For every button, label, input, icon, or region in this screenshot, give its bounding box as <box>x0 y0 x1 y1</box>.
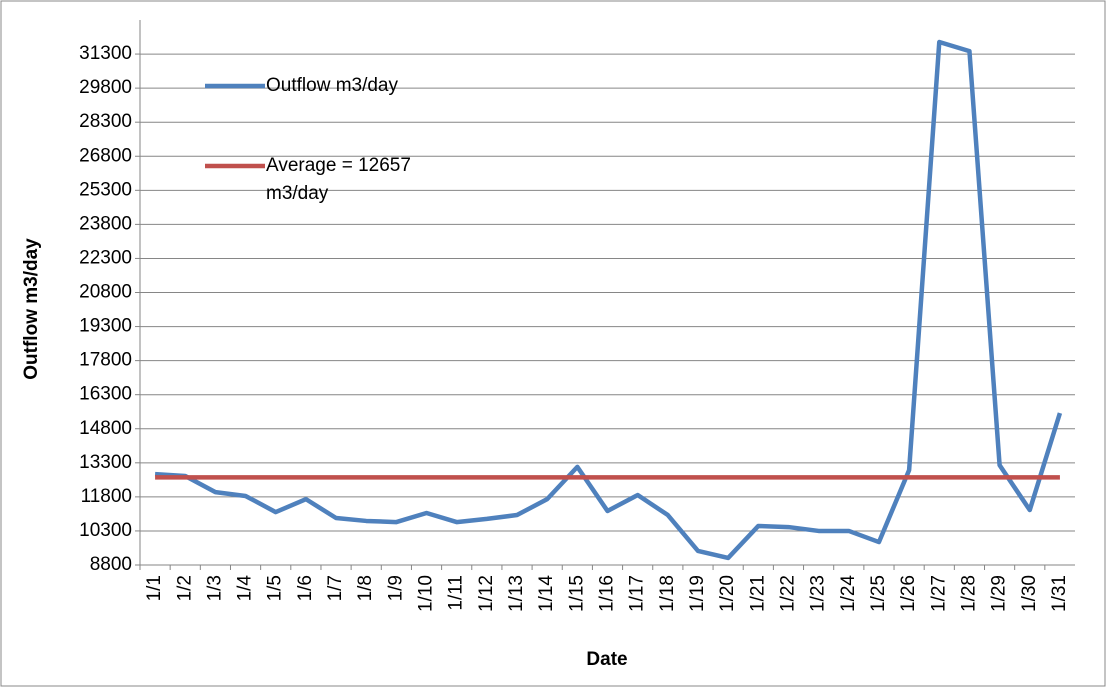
legend-label: Average = 12657 m3/day <box>266 155 411 204</box>
y-tick-label: 19300 <box>79 316 132 337</box>
x-tick-label: 1/19 <box>687 575 708 612</box>
y-tick-label: 20800 <box>79 282 132 303</box>
x-tick-label: 1/5 <box>265 575 286 601</box>
y-tick-label: 22300 <box>79 247 132 268</box>
series-line <box>154 39 1063 561</box>
x-tick-label: 1/10 <box>416 575 437 612</box>
x-tick-label: 1/29 <box>989 575 1010 612</box>
x-tick-label: 1/24 <box>838 575 859 612</box>
x-tick-label: 1/4 <box>235 575 256 602</box>
x-tick-label: 1/26 <box>898 575 919 612</box>
y-tick-label: 10300 <box>79 520 132 541</box>
y-tick-label: 25300 <box>79 179 132 200</box>
y-tick-label: 11800 <box>81 486 132 507</box>
x-tick-label: 1/2 <box>174 575 195 601</box>
y-tick-label: 17800 <box>79 350 132 371</box>
y-tick-label: 29800 <box>79 77 132 98</box>
y-tick-label: 8800 <box>90 554 132 575</box>
x-tick-label: 1/30 <box>1019 575 1040 612</box>
x-tick-label: 1/6 <box>295 575 316 601</box>
x-tick-label: 1/7 <box>325 575 346 601</box>
x-tick-label: 1/16 <box>597 575 618 612</box>
x-tick-label: 1/22 <box>777 575 798 612</box>
x-tick-label: 1/15 <box>566 575 587 612</box>
y-tick-label: 14800 <box>79 418 132 439</box>
y-axis-title: Outflow m3/day <box>21 238 42 380</box>
x-tick-label: 1/20 <box>717 575 738 612</box>
x-tick-label: 1/17 <box>627 575 648 612</box>
x-tick-label: 1/31 <box>1049 575 1070 612</box>
y-tick-label: 26800 <box>79 145 132 166</box>
x-tick-label: 1/9 <box>385 575 406 601</box>
y-tick-label: 16300 <box>79 384 132 405</box>
x-tick-label: 1/8 <box>355 575 376 601</box>
x-tick-label: 1/11 <box>446 575 467 611</box>
x-tick-label: 1/28 <box>958 575 979 612</box>
x-tick-label: 1/27 <box>928 575 949 612</box>
x-tick-label: 1/1 <box>144 575 165 601</box>
y-tick-label: 28300 <box>79 111 132 132</box>
legend-label: Outflow m3/day <box>266 75 398 96</box>
x-tick-label: 1/13 <box>506 575 527 612</box>
x-tick-label: 1/14 <box>536 575 557 612</box>
x-tick-label: 1/3 <box>204 575 225 601</box>
x-axis-title: Date <box>586 649 627 670</box>
y-tick-label: 23800 <box>79 213 132 234</box>
x-tick-label: 1/25 <box>868 575 889 612</box>
x-tick-label: 1/21 <box>747 575 768 612</box>
x-tick-label: 1/18 <box>657 575 678 612</box>
x-tick-label: 1/23 <box>808 575 829 612</box>
y-tick-label: 13300 <box>79 452 132 473</box>
y-tick-label: 31300 <box>79 43 132 64</box>
x-tick-label: 1/12 <box>476 575 497 612</box>
